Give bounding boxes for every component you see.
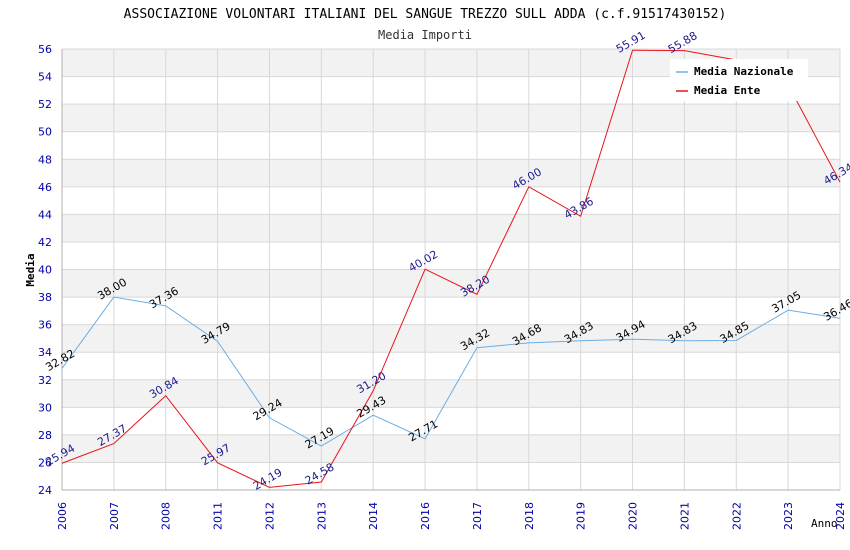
y-axis-ticks: 24 26 28 30 32 34 36 38 40 42 44 46 48 50 52 54 56	[38, 43, 52, 497]
y-tick-label: 26	[38, 456, 52, 469]
x-tick-label: 2008	[160, 502, 173, 530]
plot-band	[62, 324, 840, 353]
plot-bands	[62, 49, 840, 463]
x-tick-label: 2011	[212, 502, 225, 530]
y-tick-label: 38	[38, 291, 52, 304]
x-tick-label: 2017	[471, 502, 484, 530]
y-tick-label: 50	[38, 126, 52, 139]
grid-lines	[61, 48, 841, 491]
y-tick-label: 52	[38, 98, 52, 111]
data-label: 25.94	[43, 442, 77, 469]
x-tick-label: 2020	[627, 502, 640, 530]
x-tick-label: 2013	[315, 502, 328, 530]
x-axis-ticks: 2006 2007 2008 2011 2012 2013 2014 2016 2017 2018…	[56, 502, 847, 530]
x-tick-label: 2024	[834, 502, 847, 530]
y-tick-label: 32	[38, 374, 52, 387]
legend-label-nazionale: Media Nazionale	[694, 65, 794, 78]
x-tick-label: 2012	[263, 502, 276, 530]
data-label: 24.19	[251, 466, 285, 493]
y-tick-label: 46	[38, 181, 52, 194]
series-line-1	[61, 49, 841, 488]
series-line-0	[61, 296, 841, 447]
x-axis-label: Anno	[811, 517, 838, 530]
x-tick-label: 2016	[419, 502, 432, 530]
y-tick-label: 48	[38, 153, 52, 166]
chart-subtitle: Media Importi	[378, 28, 472, 42]
x-tick-label: 2006	[56, 502, 69, 530]
y-tick-label: 44	[38, 208, 52, 221]
plot-band	[62, 214, 840, 242]
plot-band	[62, 104, 840, 132]
x-tick-label: 2019	[575, 502, 588, 530]
y-tick-label: 42	[38, 236, 52, 249]
x-tick-label: 2007	[108, 502, 121, 530]
plot-band	[62, 269, 840, 298]
legend-label-ente: Media Ente	[694, 84, 761, 97]
y-tick-label: 34	[38, 346, 52, 359]
y-tick-label: 36	[38, 319, 52, 332]
plot-band	[62, 159, 840, 187]
chart-title: ASSOCIAZIONE VOLONTARI ITALIANI DEL SANG…	[124, 7, 727, 22]
legend: Media Nazionale Media Ente	[670, 59, 808, 101]
y-tick-label: 54	[38, 71, 52, 84]
x-tick-label: 2021	[678, 502, 691, 530]
y-tick-label: 28	[38, 429, 52, 442]
plot-band	[62, 434, 840, 463]
y-tick-label: 56	[38, 43, 52, 56]
y-axis-label: Media	[24, 253, 37, 286]
x-tick-label: 2018	[523, 502, 536, 530]
y-tick-label: 30	[38, 401, 52, 414]
data-label: 36.46	[821, 297, 850, 324]
x-tick-label: 2014	[367, 502, 380, 530]
y-tick-label: 24	[38, 484, 52, 497]
x-tick-label: 2022	[730, 502, 743, 530]
data-label: 24.58	[303, 460, 337, 487]
legend-box	[670, 59, 808, 101]
y-tick-label: 40	[38, 264, 52, 277]
x-tick-label: 2023	[782, 502, 795, 530]
series-lines	[61, 49, 841, 488]
